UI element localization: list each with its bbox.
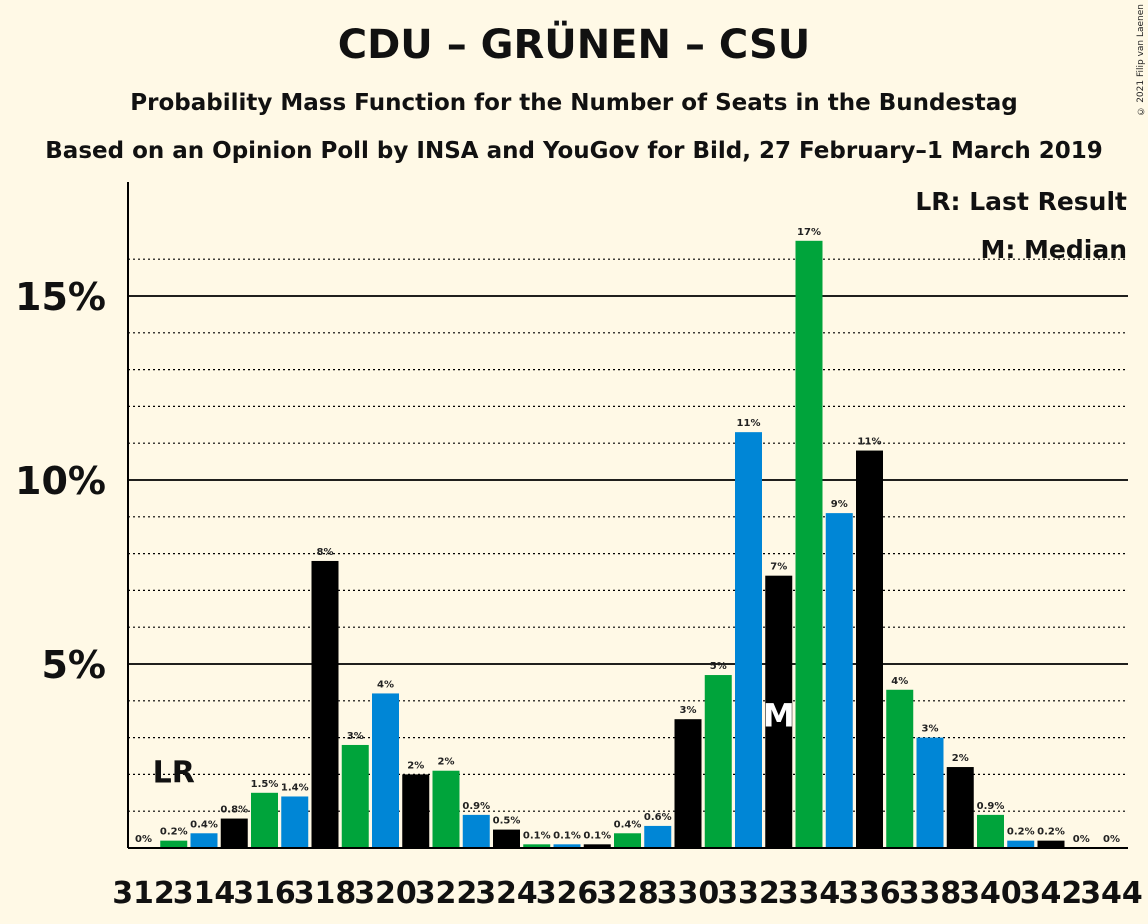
bar-335	[825, 513, 853, 848]
legend-median: M: Median	[980, 235, 1127, 264]
bar-339	[946, 767, 974, 848]
chart-title: CDU – GRÜNEN – CSU	[337, 22, 811, 68]
value-label-339: 2%	[952, 753, 969, 764]
bar-313	[160, 840, 188, 848]
y-tick-label: 10%	[15, 459, 106, 503]
value-label-344: 0%	[1103, 834, 1120, 845]
value-label-317: 1.4%	[281, 782, 309, 793]
bar-323	[462, 814, 490, 848]
value-label-342: 0.2%	[1037, 827, 1065, 838]
value-label-323: 0.9%	[462, 801, 490, 812]
x-tick-label-342: 342	[1020, 876, 1083, 911]
bar-336	[856, 450, 883, 848]
value-label-315: 0.8%	[220, 805, 248, 816]
bar-316	[251, 792, 278, 848]
bar-334	[795, 240, 823, 849]
x-tick-label-324: 324	[475, 876, 538, 911]
bar-319	[341, 744, 369, 848]
bar-342	[1037, 840, 1065, 848]
bar-326	[553, 844, 581, 848]
bar-315	[220, 818, 248, 848]
bar-332	[735, 432, 762, 848]
value-label-337: 4%	[891, 676, 908, 687]
chart-subtitle-source: Based on an Opinion Poll by INSA and You…	[45, 138, 1103, 164]
x-tick-label-326: 326	[536, 876, 599, 911]
legend-last-result: LR: Last Result	[915, 187, 1127, 216]
x-tick-label-328: 328	[596, 876, 659, 911]
bar-321	[402, 774, 430, 848]
value-label-327: 0.1%	[583, 830, 611, 841]
value-label-329: 0.6%	[644, 812, 672, 823]
value-label-333: 7%	[770, 562, 787, 573]
x-tick-label-314: 314	[173, 876, 236, 911]
value-label-343: 0%	[1073, 834, 1090, 845]
value-label-324: 0.5%	[493, 816, 521, 827]
value-label-330: 3%	[680, 705, 697, 716]
x-tick-label-332: 332	[717, 876, 780, 911]
x-tick-label-318: 318	[294, 876, 357, 911]
value-label-338: 3%	[922, 724, 939, 735]
value-label-322: 2%	[438, 757, 455, 768]
chart-subtitle: Probability Mass Function for the Number…	[130, 90, 1018, 116]
x-tick-label-334: 334	[778, 876, 841, 911]
y-tick-label: 15%	[15, 275, 106, 319]
bar-337	[886, 689, 914, 848]
x-tick-label-330: 330	[657, 876, 720, 911]
value-label-328: 0.4%	[614, 819, 642, 830]
value-label-313: 0.2%	[160, 827, 188, 838]
x-tick-label-336: 336	[838, 876, 901, 911]
x-tick-label-340: 340	[959, 876, 1022, 911]
bar-328	[614, 833, 641, 848]
value-label-318: 8%	[317, 547, 334, 558]
value-label-326: 0.1%	[553, 830, 581, 841]
value-label-340: 0.9%	[977, 801, 1005, 812]
value-label-312: 0%	[135, 834, 152, 845]
bar-330	[674, 719, 702, 848]
x-tick-label-344: 344	[1080, 876, 1143, 911]
bar-331	[704, 675, 732, 848]
value-label-335: 9%	[831, 499, 848, 510]
x-tick-label-316: 316	[233, 876, 296, 911]
bar-314	[190, 833, 218, 848]
bar-340	[977, 814, 1004, 848]
bar-324	[493, 829, 520, 848]
bar-317	[281, 796, 309, 848]
value-label-332: 11%	[737, 418, 761, 429]
bar-341	[1007, 840, 1035, 848]
value-label-334: 17%	[797, 227, 821, 238]
value-label-314: 0.4%	[190, 819, 218, 830]
value-label-320: 4%	[377, 679, 394, 690]
value-label-331: 5%	[710, 661, 727, 672]
bar-320	[372, 693, 399, 848]
x-tick-label-320: 320	[354, 876, 417, 911]
bar-327	[583, 844, 611, 848]
bar-318	[311, 560, 339, 848]
x-tick-label-338: 338	[899, 876, 962, 911]
median-marker: M	[763, 697, 795, 735]
value-label-341: 0.2%	[1007, 827, 1035, 838]
bar-322	[432, 770, 460, 848]
x-tick-label-322: 322	[415, 876, 478, 911]
bar-338	[916, 737, 944, 848]
bar-325	[523, 844, 551, 848]
y-tick-label: 5%	[41, 643, 106, 687]
value-label-316: 1.5%	[251, 779, 279, 790]
value-label-321: 2%	[407, 760, 424, 771]
bar-329	[644, 825, 672, 848]
value-label-325: 0.1%	[523, 830, 551, 841]
bar-333	[765, 575, 793, 848]
value-label-319: 3%	[347, 731, 364, 742]
x-tick-label-312: 312	[112, 876, 175, 911]
last-result-marker: LR	[153, 756, 195, 791]
value-label-336: 11%	[858, 437, 882, 448]
